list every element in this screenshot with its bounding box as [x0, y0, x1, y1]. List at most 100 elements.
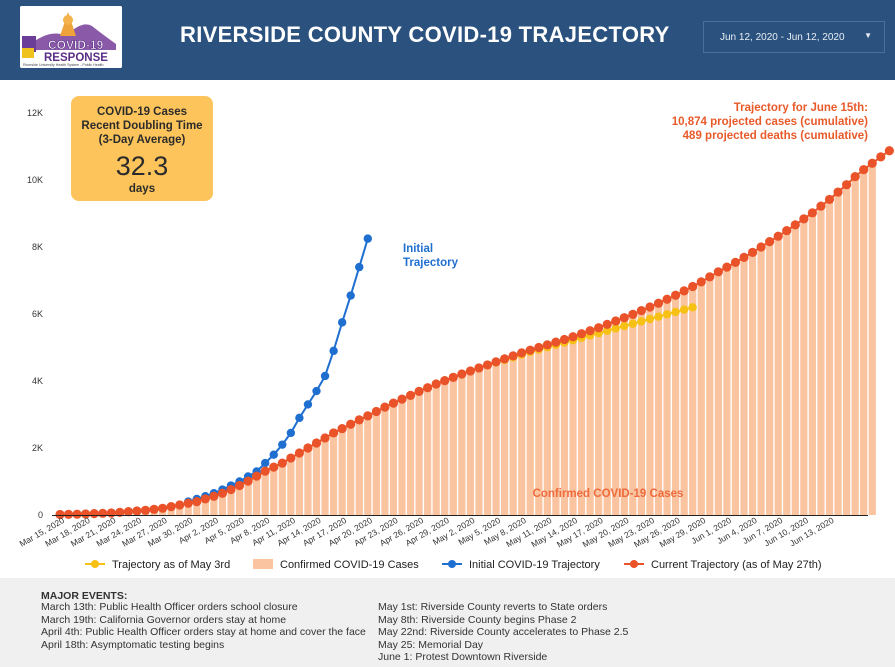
point-current-trajectory-as-of-may-27th	[158, 503, 168, 513]
event-item: May 22nd: Riverside County accelerates t…	[378, 626, 629, 639]
point-current-trajectory-as-of-may-27th	[98, 508, 108, 518]
point-current-trajectory-as-of-may-27th	[217, 488, 228, 498]
point-current-trajectory-as-of-may-27th	[209, 491, 219, 501]
y-tick-label: 6K	[32, 309, 43, 319]
event-item: May 8th: Riverside County begins Phase 2	[378, 613, 577, 626]
point-current-trajectory-as-of-may-27th	[576, 329, 587, 339]
bar-confirmed-cases	[270, 467, 278, 515]
doubling-card-note: (3-Day Average)	[99, 134, 186, 146]
bar-confirmed-cases	[774, 236, 782, 515]
point-current-trajectory-as-of-may-27th	[739, 252, 749, 262]
point-current-trajectory-as-of-may-27th	[816, 201, 826, 211]
bar-confirmed-cases	[227, 489, 235, 515]
point-current-trajectory-as-of-may-27th	[166, 502, 176, 512]
legend-marker	[630, 560, 638, 568]
point-current-trajectory-as-of-may-27th	[311, 438, 322, 448]
doubling-time-value: 32.3	[116, 151, 169, 181]
projection-cases: 10,874 projected cases (cumulative)	[672, 116, 868, 128]
point-current-trajectory-as-of-may-27th	[320, 433, 330, 443]
point-current-trajectory-as-of-may-27th	[200, 494, 210, 504]
event-item: June 1: Protest Downtown Riverside	[378, 651, 548, 664]
legend-label: Confirmed COVID-19 Cases	[280, 559, 419, 571]
point-current-trajectory-as-of-may-27th	[337, 423, 347, 434]
chart-legend: Trajectory as of May 3rd Confirmed COVID-…	[85, 559, 822, 571]
point-current-trajectory-as-of-may-27th	[756, 242, 766, 252]
point-trajectory-as-of-may-3rd	[620, 321, 629, 331]
point-current-trajectory-as-of-may-27th	[55, 509, 65, 520]
bar-confirmed-cases	[424, 387, 432, 515]
point-current-trajectory-as-of-may-27th	[688, 281, 698, 292]
point-current-trajectory-as-of-may-27th	[482, 360, 493, 370]
point-current-trajectory-as-of-may-27th	[773, 231, 783, 241]
point-current-trajectory-as-of-may-27th	[294, 448, 304, 458]
bar-confirmed-cases	[509, 355, 517, 516]
bar-confirmed-cases	[800, 218, 808, 516]
bar-confirmed-cases	[706, 276, 714, 515]
dropdown-caret-icon: ▼	[864, 31, 872, 40]
point-current-trajectory-as-of-may-27th	[833, 187, 843, 197]
bar-confirmed-cases	[321, 437, 329, 515]
bar-confirmed-cases	[355, 419, 363, 515]
point-current-trajectory-as-of-may-27th	[636, 306, 647, 316]
bar-confirmed-cases	[577, 333, 586, 515]
point-current-trajectory-as-of-may-27th	[859, 165, 869, 175]
point-initial-covid-19-trajectory	[303, 400, 313, 409]
bar-confirmed-cases	[466, 370, 474, 515]
bar-confirmed-cases	[381, 407, 389, 515]
point-current-trajectory-as-of-may-27th	[884, 146, 894, 156]
bar-confirmed-cases	[406, 395, 415, 515]
events-heading: MAJOR EVENTS:	[41, 590, 128, 602]
point-current-trajectory-as-of-may-27th	[414, 386, 424, 396]
bar-confirmed-cases	[449, 377, 457, 515]
bar-confirmed-cases	[218, 493, 227, 515]
header-bar: COVID-19 RESPONSE Riverside University H…	[0, 0, 895, 80]
point-current-trajectory-as-of-may-27th	[747, 247, 758, 257]
point-current-trajectory-as-of-may-27th	[149, 504, 159, 514]
point-current-trajectory-as-of-may-27th	[602, 319, 612, 329]
point-initial-covid-19-trajectory	[320, 371, 330, 381]
point-current-trajectory-as-of-may-27th	[234, 480, 245, 491]
confirmed-cases-label: Confirmed COVID-19 Cases	[533, 488, 684, 500]
point-initial-covid-19-trajectory	[346, 291, 355, 300]
date-range-selector[interactable]: Jun 12, 2020 - Jun 12, 2020 ▼	[703, 21, 885, 53]
bar-confirmed-cases	[663, 299, 671, 515]
point-current-trajectory-as-of-may-27th	[508, 351, 518, 361]
projection-deaths: 489 projected deaths (cumulative)	[683, 130, 869, 142]
bar-confirmed-cases	[287, 458, 295, 515]
bar-confirmed-cases	[235, 485, 244, 515]
point-current-trajectory-as-of-may-27th	[123, 507, 133, 517]
point-current-trajectory-as-of-may-27th	[448, 372, 458, 382]
point-current-trajectory-as-of-may-27th	[277, 458, 287, 468]
point-current-trajectory-as-of-may-27th	[790, 220, 800, 230]
y-tick-label: 10K	[27, 175, 43, 185]
bar-confirmed-cases	[458, 373, 466, 515]
bar-confirmed-cases	[176, 504, 184, 515]
bar-confirmed-cases	[312, 442, 321, 515]
point-current-trajectory-as-of-may-27th	[388, 398, 399, 408]
point-current-trajectory-as-of-may-27th	[286, 453, 296, 463]
bar-confirmed-cases	[851, 176, 859, 515]
bar-confirmed-cases	[347, 424, 355, 515]
point-current-trajectory-as-of-may-27th	[260, 466, 270, 476]
point-current-trajectory-as-of-may-27th	[183, 498, 193, 508]
legend-label: Initial COVID-19 Trajectory	[469, 559, 600, 571]
point-initial-covid-19-trajectory	[286, 428, 296, 438]
events-left-column: March 13th: Public Health Officer orders…	[41, 601, 366, 651]
point-current-trajectory-as-of-may-27th	[371, 406, 381, 417]
point-current-trajectory-as-of-may-27th	[465, 366, 475, 376]
bar-confirmed-cases	[731, 262, 740, 515]
bar-confirmed-cases	[586, 330, 594, 515]
point-current-trajectory-as-of-may-27th	[303, 443, 313, 453]
bar-confirmed-cases	[757, 247, 765, 515]
bar-confirmed-cases	[432, 384, 440, 515]
bar-confirmed-cases	[184, 503, 192, 515]
point-initial-covid-19-trajectory	[261, 458, 270, 468]
point-initial-covid-19-trajectory	[337, 318, 347, 327]
bar-confirmed-cases	[475, 367, 483, 515]
point-current-trajectory-as-of-may-27th	[696, 277, 706, 287]
event-item: April 18th: Asymptomatic testing begins	[41, 638, 225, 651]
point-current-trajectory-as-of-may-27th	[679, 286, 689, 296]
point-current-trajectory-as-of-may-27th	[765, 237, 775, 247]
point-current-trajectory-as-of-may-27th	[705, 272, 715, 282]
point-current-trajectory-as-of-may-27th	[243, 476, 253, 486]
